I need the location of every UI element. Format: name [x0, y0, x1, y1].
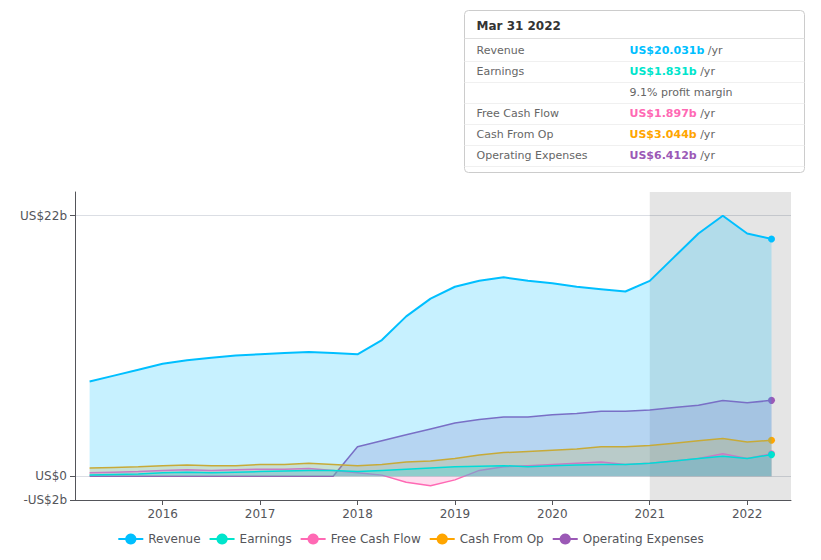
svg-text:Operating Expenses: Operating Expenses: [477, 149, 588, 162]
svg-text:Free Cash Flow: Free Cash Flow: [477, 107, 560, 120]
svg-text:2020: 2020: [537, 507, 568, 521]
svg-text:2022: 2022: [732, 507, 763, 521]
svg-text:US$3.044b: US$3.044b: [630, 128, 697, 141]
svg-text:US$20.031b: US$20.031b: [630, 44, 705, 57]
svg-text:2019: 2019: [440, 507, 471, 521]
svg-text:/yr: /yr: [704, 44, 723, 57]
svg-text:Cash From Op: Cash From Op: [460, 532, 544, 546]
svg-text:Revenue: Revenue: [477, 44, 525, 57]
svg-text:US$22b: US$22b: [20, 209, 67, 223]
svg-text:Operating Expenses: Operating Expenses: [583, 532, 704, 546]
svg-text:Free Cash Flow: Free Cash Flow: [331, 532, 421, 546]
svg-text:Earnings: Earnings: [477, 65, 525, 78]
svg-text:2018: 2018: [342, 507, 373, 521]
svg-text:Mar 31 2022: Mar 31 2022: [477, 19, 561, 33]
svg-text:US$0: US$0: [35, 469, 67, 483]
svg-text:/yr: /yr: [697, 107, 716, 120]
svg-text:2017: 2017: [245, 507, 276, 521]
svg-text:US$1.897b: US$1.897b: [630, 107, 697, 120]
svg-text:2021: 2021: [634, 507, 665, 521]
svg-text:US$1.831b: US$1.831b: [630, 65, 697, 78]
svg-text:Cash From Op: Cash From Op: [477, 128, 554, 141]
svg-text:2016: 2016: [147, 507, 178, 521]
svg-text:-US$2b: -US$2b: [23, 493, 67, 507]
svg-text:/yr: /yr: [697, 65, 716, 78]
svg-text:/yr: /yr: [697, 149, 716, 162]
svg-text:Revenue: Revenue: [148, 532, 200, 546]
svg-text:US$6.412b: US$6.412b: [630, 149, 697, 162]
svg-text:/yr: /yr: [697, 128, 716, 141]
svg-text:9.1% profit margin: 9.1% profit margin: [630, 86, 733, 99]
svg-text:Earnings: Earnings: [240, 532, 292, 546]
